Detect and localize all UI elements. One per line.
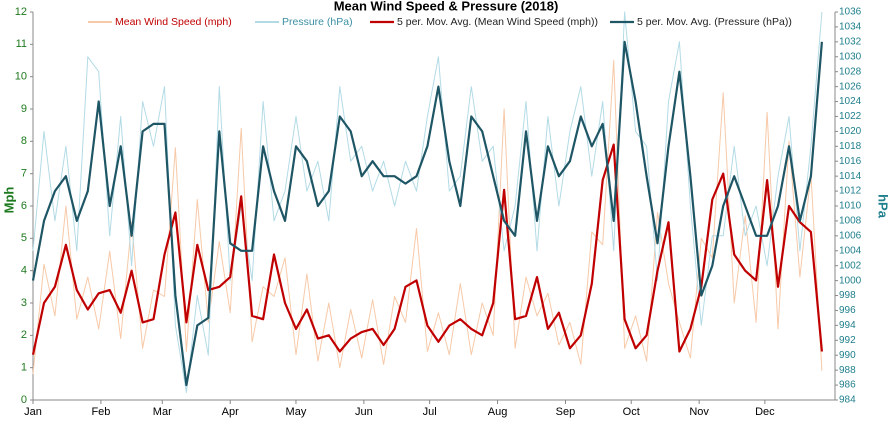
y2-tick-label: 1024 — [839, 96, 862, 107]
series-line — [31, 40, 823, 387]
y2-tick-label: 1034 — [839, 22, 862, 33]
x-tick-label: Mar — [153, 406, 172, 418]
y2-tick-label: 1014 — [839, 171, 862, 182]
chart-title: Mean Wind Speed & Pressure (2018) — [334, 0, 559, 13]
y2-tick-label: 984 — [839, 395, 856, 406]
y2-tick-label: 1036 — [839, 7, 862, 18]
y2-tick-label: 1022 — [839, 111, 862, 122]
y2-tick-label: 1018 — [839, 141, 862, 152]
y-tick-label: 0 — [21, 394, 27, 406]
y-tick-label: 6 — [21, 200, 27, 212]
y-tick-label: 10 — [15, 71, 27, 83]
y2-tick-label: 1026 — [839, 81, 862, 92]
y-tick-label: 3 — [21, 297, 27, 309]
y2-tick-label: 1032 — [839, 36, 862, 47]
y2-tick-label: 996 — [839, 305, 856, 316]
y2-tick-label: 1000 — [839, 275, 862, 286]
legend-label: Pressure (hPa) — [282, 16, 353, 28]
y2-tick-label: 988 — [839, 365, 856, 376]
y-axis-label: Mph — [1, 187, 16, 214]
y-tick-label: 2 — [21, 329, 27, 341]
series-line — [32, 11, 823, 393]
y2-tick-label: 1004 — [839, 245, 862, 256]
y2-tick-label: 1020 — [839, 126, 862, 137]
y-tick-label: 11 — [16, 38, 27, 50]
y-tick-label: 8 — [21, 135, 27, 147]
y2-tick-label: 998 — [839, 290, 856, 301]
y2-tick-label: 1008 — [839, 216, 862, 227]
x-tick-label: May — [286, 406, 307, 418]
y-tick-label: 9 — [21, 103, 27, 115]
y2-tick-label: 1016 — [839, 156, 862, 167]
x-tick-label: Jul — [423, 406, 437, 418]
series-line — [31, 143, 823, 355]
legend-label: Mean Wind Speed (mph) — [115, 16, 232, 28]
x-tick-label: Jan — [24, 406, 42, 418]
y-tick-label: 1 — [21, 362, 27, 374]
y2-tick-label: 1028 — [839, 66, 862, 77]
legend-label: 5 per. Mov. Avg. (Mean Wind Speed (mph)) — [397, 16, 598, 28]
y2-axis-label: hPa — [876, 194, 891, 219]
x-tick-label: Nov — [689, 406, 709, 418]
y2-tick-label: 994 — [839, 320, 856, 331]
y-tick-label: 5 — [21, 232, 27, 244]
x-tick-label: Sep — [556, 406, 576, 418]
y-tick-label: 4 — [21, 265, 27, 277]
x-tick-label: Aug — [488, 406, 508, 418]
x-tick-label: Dec — [755, 406, 775, 418]
y2-tick-label: 1010 — [839, 201, 862, 212]
y2-tick-label: 992 — [839, 335, 856, 346]
y-tick-label: 7 — [21, 168, 27, 180]
y2-tick-label: 990 — [839, 350, 856, 361]
x-tick-label: Jun — [355, 406, 373, 418]
series-line — [32, 60, 823, 375]
x-tick-label: Oct — [623, 406, 640, 418]
x-tick-label: Apr — [222, 406, 239, 418]
y2-tick-label: 1006 — [839, 230, 862, 241]
y2-tick-label: 1012 — [839, 186, 862, 197]
y2-tick-label: 1002 — [839, 260, 862, 271]
x-tick-label: Feb — [91, 406, 110, 418]
legend-label: 5 per. Mov. Avg. (Pressure (hPa)) — [637, 16, 792, 28]
y2-tick-label: 1030 — [839, 51, 862, 62]
y2-tick-label: 986 — [839, 380, 856, 391]
y-tick-label: 12 — [15, 6, 27, 18]
